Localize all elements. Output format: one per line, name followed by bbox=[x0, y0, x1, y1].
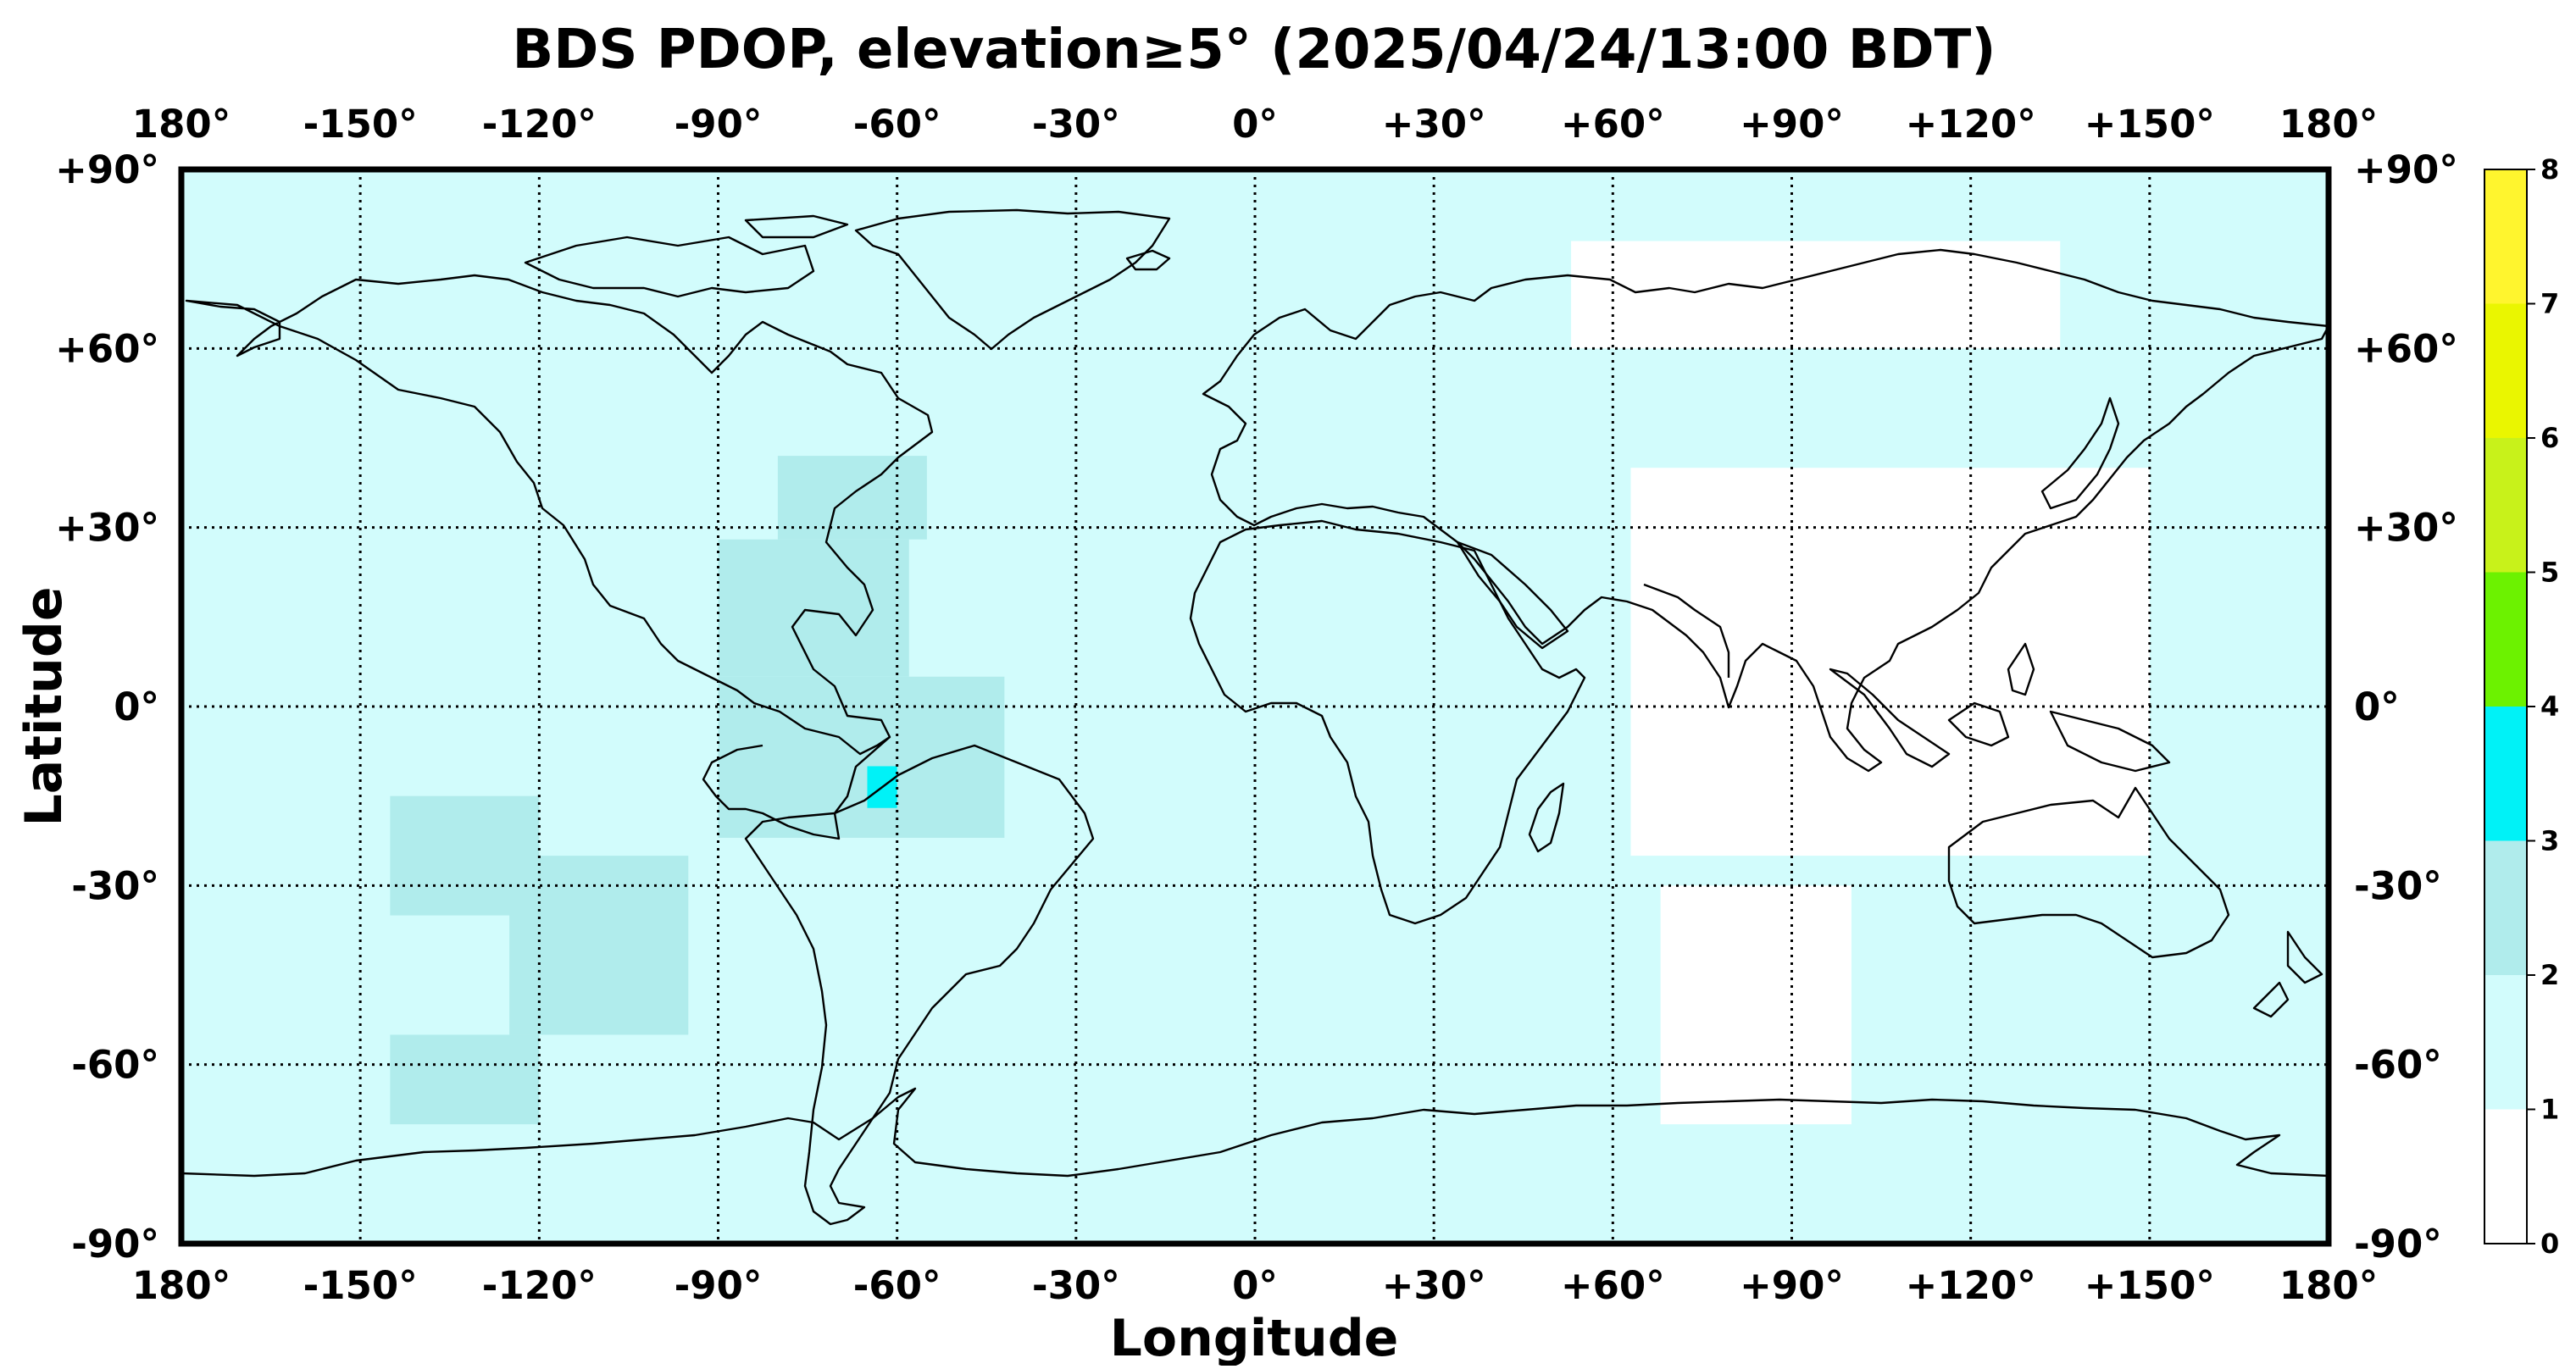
lat-tick-label-right: +90° bbox=[2354, 147, 2458, 192]
lat-tick-label-left: +30° bbox=[55, 506, 159, 551]
pdop-region-3 bbox=[718, 676, 1005, 838]
coast-greenland bbox=[854, 208, 1171, 351]
colorbar: 0 1 2 3 4 5 6 7 8 bbox=[2484, 153, 2559, 1260]
lon-tick-label-bottom: -90° bbox=[675, 1263, 763, 1308]
coast-europe-asia bbox=[1202, 248, 2329, 773]
colorbar-bin-4 bbox=[2484, 572, 2527, 707]
coast-iceland bbox=[1125, 249, 1171, 271]
colorbar-tick-label: 4 bbox=[2540, 690, 2559, 723]
lat-tick-label-right: -30° bbox=[2354, 863, 2442, 908]
map-frame bbox=[178, 166, 2332, 1247]
lon-tick-label-top: 0° bbox=[1232, 102, 1278, 147]
colorbar-tick-label: 1 bbox=[2540, 1094, 2559, 1126]
lat-tick-label-left: +90° bbox=[55, 147, 159, 192]
lon-tick-label-bottom: -30° bbox=[1032, 1263, 1120, 1308]
lat-tick-labels-left: +90° +60° +30° 0° -30° -60° -90° bbox=[55, 147, 159, 1266]
lat-tick-label-right: -60° bbox=[2354, 1043, 2442, 1088]
lon-tick-labels-top: 180° -150° -120° -90° -60° -30° 0° +30° +60° +90°… bbox=[132, 102, 2378, 147]
lat-tick-labels-right: +90° +60° +30° 0° -30° -60° -90° bbox=[2354, 147, 2458, 1266]
lon-tick-label-top: -120° bbox=[482, 102, 597, 147]
coast-central-america bbox=[702, 736, 891, 840]
pdop-region-8 bbox=[718, 539, 909, 677]
lat-tick-label-right: +30° bbox=[2354, 506, 2458, 551]
pdop-region-2 bbox=[1571, 241, 2061, 349]
pdop-region-7 bbox=[390, 1034, 540, 1125]
lon-tick-label-top: -90° bbox=[675, 102, 763, 147]
lon-tick-label-bottom: +30° bbox=[1382, 1263, 1486, 1308]
lon-tick-label-bottom: 0° bbox=[1232, 1263, 1278, 1308]
coast-africa bbox=[1189, 519, 1586, 925]
lon-tick-label-top: -60° bbox=[853, 102, 941, 147]
colorbar-bin-7 bbox=[2484, 169, 2527, 304]
colorbar-tick-label: 7 bbox=[2540, 288, 2559, 320]
lon-tick-label-top: -30° bbox=[1032, 102, 1120, 147]
coast-india bbox=[1643, 583, 1730, 678]
lat-tick-label-left: 0° bbox=[114, 684, 159, 729]
coast-north-america bbox=[185, 274, 934, 756]
lat-tick-label-left: -30° bbox=[71, 863, 159, 908]
pdop-region-1 bbox=[1660, 885, 1852, 1125]
lon-tick-label-top: +150° bbox=[2085, 102, 2215, 147]
y-axis-label: Latitude bbox=[14, 586, 74, 826]
colorbar-tick-label: 3 bbox=[2540, 825, 2559, 857]
colorbar-bin-5 bbox=[2484, 438, 2527, 573]
lon-tick-label-bottom: -60° bbox=[853, 1263, 941, 1308]
lon-tick-label-top: +120° bbox=[1906, 102, 2036, 147]
colorbar-bin-1 bbox=[2484, 975, 2527, 1110]
lat-tick-label-left: +60° bbox=[55, 326, 159, 371]
lon-tick-label-bottom: 180° bbox=[132, 1263, 230, 1308]
lat-tick-label-left: -90° bbox=[71, 1222, 159, 1266]
lon-tick-label-top: 180° bbox=[2279, 102, 2378, 147]
x-axis-label: Longitude bbox=[1110, 1309, 1399, 1366]
colorbar-bin-2 bbox=[2484, 840, 2527, 975]
chart-title: BDS PDOP, elevation≥5° (2025/04/24/13:00… bbox=[512, 19, 1996, 81]
coast-arabia bbox=[1456, 540, 1569, 650]
lon-tick-label-top: -150° bbox=[303, 102, 418, 147]
colorbar-tick-label: 5 bbox=[2540, 557, 2559, 589]
colorbar-tick-label: 0 bbox=[2540, 1228, 2559, 1260]
lon-tick-labels-bottom: 180° -150° -120° -90° -60° -30° 0° +30° +60° +90°… bbox=[132, 1263, 2378, 1308]
lon-tick-label-top: +60° bbox=[1561, 102, 1665, 147]
pdop-region-0 bbox=[1630, 468, 2150, 856]
colorbar-bin-6 bbox=[2484, 303, 2527, 438]
pdop-region-4 bbox=[777, 456, 927, 540]
coast-south-america bbox=[744, 744, 1095, 1226]
lon-tick-label-bottom: 180° bbox=[2279, 1263, 2378, 1308]
pdop-region-6 bbox=[390, 795, 540, 916]
coast-southeast-asia-islands bbox=[1829, 642, 2171, 773]
coast-australia bbox=[1947, 786, 2230, 959]
lat-tick-label-right: -90° bbox=[2354, 1222, 2442, 1266]
lon-tick-label-bottom: +120° bbox=[1906, 1263, 2036, 1308]
coast-madagascar bbox=[1528, 782, 1565, 853]
map-area bbox=[178, 166, 2332, 1247]
coast-new-zealand bbox=[2252, 930, 2323, 1018]
lon-tick-label-bottom: +150° bbox=[2085, 1263, 2215, 1308]
lat-tick-label-right: 0° bbox=[2354, 684, 2400, 729]
lon-tick-label-top: 180° bbox=[132, 102, 230, 147]
colorbar-bin-3 bbox=[2484, 707, 2527, 841]
lon-tick-label-bottom: -120° bbox=[482, 1263, 597, 1308]
coastlines bbox=[181, 208, 2329, 1226]
lon-tick-label-top: +90° bbox=[1740, 102, 1844, 147]
lat-tick-label-left: -60° bbox=[71, 1043, 159, 1088]
pdop-regions bbox=[390, 241, 2150, 1125]
coast-arctic-islands bbox=[524, 214, 849, 298]
coast-japan bbox=[2040, 396, 2120, 510]
colorbar-tick-label: 6 bbox=[2540, 422, 2559, 454]
lon-tick-label-bottom: +60° bbox=[1561, 1263, 1665, 1308]
colorbar-tick-label: 8 bbox=[2540, 153, 2559, 186]
lon-tick-label-top: +30° bbox=[1382, 102, 1486, 147]
lat-tick-label-right: +60° bbox=[2354, 326, 2458, 371]
lon-tick-label-bottom: -150° bbox=[303, 1263, 418, 1308]
colorbar-tick-label: 2 bbox=[2540, 959, 2559, 991]
colorbar-bin-0 bbox=[2484, 1109, 2527, 1244]
coast-antarctica bbox=[181, 1087, 2329, 1178]
lon-tick-label-bottom: +90° bbox=[1740, 1263, 1844, 1308]
